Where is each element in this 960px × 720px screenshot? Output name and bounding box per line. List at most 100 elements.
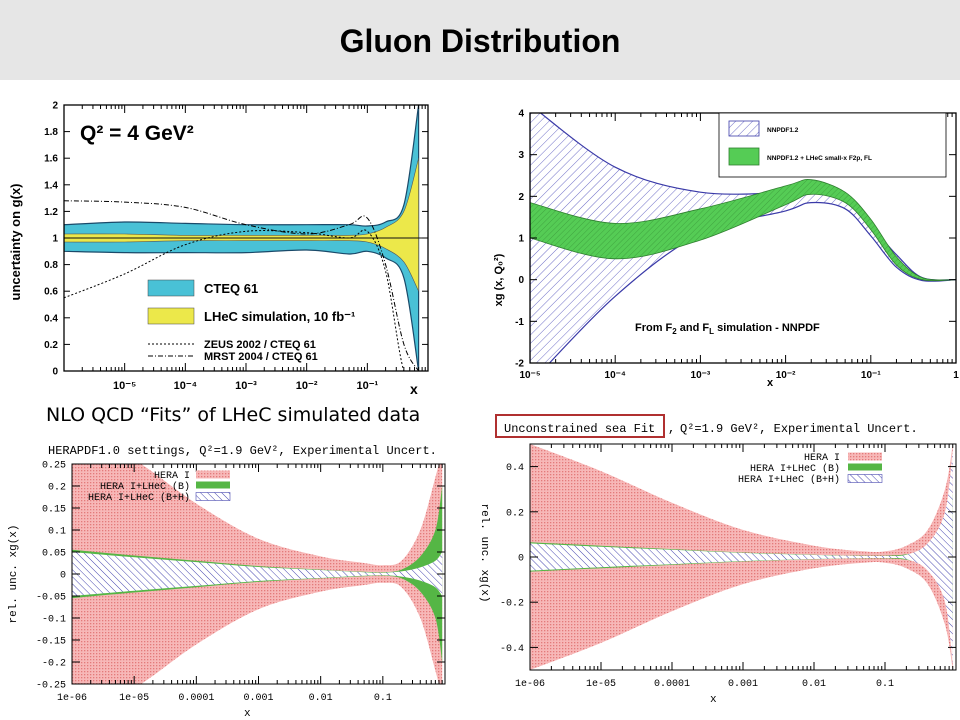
legend-label: NNPDF1.2 + LHeC small-x F2p, FL bbox=[767, 155, 872, 162]
y-tick-label: 0 bbox=[60, 571, 66, 582]
x-tick-label: 10⁻⁵ bbox=[113, 380, 136, 392]
legend-label: HERA I+LHeC (B+H) bbox=[88, 492, 190, 504]
x-tick-label: 0.001 bbox=[728, 679, 758, 690]
cteq-uncertainty-chart: 0 0.2 0.4 0.6 0.8 1 1.2 1.4 1.6 1.8 2 10⁻⁵ 10⁻⁴ 10⁻³ 1… bbox=[8, 101, 429, 397]
y-tick-label: -0.2 bbox=[42, 659, 66, 670]
legend-swatch bbox=[728, 147, 760, 166]
y-tick-label: -2 bbox=[515, 359, 524, 370]
y-tick-label: 4 bbox=[518, 109, 524, 120]
y-tick-label: 0.2 bbox=[48, 483, 66, 494]
y-tick-label: -0.05 bbox=[36, 593, 66, 604]
x-axis-label: x bbox=[710, 694, 717, 706]
y-tick-label: 1.2 bbox=[44, 207, 58, 218]
y-tick-label: 0 bbox=[52, 367, 58, 378]
legend-label: CTEQ 61 bbox=[204, 281, 258, 296]
y-tick-label: 0.2 bbox=[44, 340, 58, 351]
y-tick-label: 1.4 bbox=[44, 180, 58, 191]
x-tick-label: 0.01 bbox=[309, 693, 333, 704]
chart-title: Q² = 4 GeV² bbox=[80, 122, 194, 145]
legend-label: ZEUS 2002 / CTEQ 61 bbox=[204, 339, 316, 351]
y-tick-label: 1 bbox=[518, 234, 524, 245]
x-tick-label: 1 bbox=[953, 370, 959, 381]
fits-caption: NLO QCD “Fits” of LHeC simulated data bbox=[46, 404, 421, 426]
y-tick-label: -0.15 bbox=[36, 637, 66, 648]
y-tick-label: 1.6 bbox=[44, 154, 58, 165]
y-tick-label: 1 bbox=[52, 234, 58, 245]
legend-label: HERA I+LHeC (B) bbox=[100, 481, 190, 493]
x-tick-label: 1e-05 bbox=[586, 679, 616, 690]
y-tick-label: -0.2 bbox=[500, 599, 524, 610]
lhec-band bbox=[64, 158, 419, 292]
x-tick-label: 10⁻⁵ bbox=[519, 370, 540, 381]
x-tick-label: 1e-05 bbox=[119, 693, 149, 704]
zeus-line bbox=[64, 229, 419, 371]
x-tick-label: 10⁻¹ bbox=[861, 370, 881, 381]
legend-label: HERA I bbox=[804, 453, 840, 464]
x-tick-label: 0.0001 bbox=[178, 693, 214, 704]
legend-swatch bbox=[728, 120, 760, 137]
x-tick-label: 1e-06 bbox=[57, 693, 87, 704]
x-axis-label: x bbox=[244, 708, 251, 720]
y-tick-label: 2 bbox=[52, 101, 58, 112]
y-tick-label: 0.1 bbox=[48, 527, 66, 538]
x-tick-label: 0.001 bbox=[243, 693, 273, 704]
y-tick-label: 0.15 bbox=[42, 505, 66, 516]
legend-swatch bbox=[195, 492, 231, 501]
y-tick-label: 2 bbox=[518, 192, 524, 203]
y-axis-label: rel. unc. xg(x) bbox=[478, 503, 490, 602]
x-tick-label: 0.0001 bbox=[654, 679, 690, 690]
hera-lhec-bh-band bbox=[530, 448, 953, 666]
x-tick-label: 10⁻² bbox=[776, 370, 796, 381]
legend-swatch bbox=[847, 474, 883, 483]
y-tick-label: 0.6 bbox=[44, 287, 58, 298]
unconstrained-sea-chart: Unconstrained sea Fit Q²=1.9 GeV², Exper… bbox=[478, 414, 957, 706]
y-tick-label: 0.8 bbox=[44, 260, 58, 271]
x-axis-label: x bbox=[767, 377, 774, 389]
annotation: From F2 and FL simulation - NNPDF bbox=[635, 322, 820, 336]
legend-label: NNPDF1.2 bbox=[767, 127, 799, 134]
chart-subtitle: Q²=1.9 GeV², Experimental Uncert. bbox=[680, 422, 918, 436]
y-tick-label: 0.2 bbox=[506, 508, 524, 519]
legend-label: LHeC simulation, 10 fb⁻¹ bbox=[204, 309, 355, 324]
y-tick-label: -0.25 bbox=[36, 681, 66, 692]
y-tick-label: 1.8 bbox=[44, 127, 58, 138]
svg-text:,: , bbox=[668, 422, 675, 436]
x-axis-label: x bbox=[410, 381, 418, 397]
y-axis-label: xg (x, Q₀²) bbox=[493, 253, 505, 306]
nnpdf-gluon-chart: -2 -1 0 1 2 3 4 10⁻⁵ 10⁻⁴ 10⁻³ 10⁻² 10⁻¹ 1 NNPDF1.2 N… bbox=[493, 109, 959, 390]
y-tick-label: -0.1 bbox=[42, 615, 66, 626]
x-tick-label: 1e-06 bbox=[515, 679, 545, 690]
title-bar: Gluon Distribution bbox=[0, 0, 960, 80]
legend-swatch bbox=[196, 481, 230, 489]
x-tick-label: 10⁻¹ bbox=[356, 380, 378, 392]
chart-title: HERAPDF1.0 settings, Q²=1.9 GeV², Experi… bbox=[48, 444, 437, 458]
x-tick-label: 10⁻² bbox=[296, 380, 318, 392]
y-tick-label: 0.05 bbox=[42, 549, 66, 560]
y-tick-label: -0.4 bbox=[500, 644, 524, 655]
x-tick-label: 0.01 bbox=[802, 679, 826, 690]
highlight-box bbox=[495, 414, 665, 438]
y-axis-label: rel. unc. xg(x) bbox=[8, 524, 20, 623]
legend-swatch bbox=[147, 279, 195, 297]
mrst-line bbox=[64, 200, 420, 371]
legend-swatch bbox=[848, 463, 882, 471]
page-title: Gluon Distribution bbox=[339, 23, 621, 59]
legend-label: HERA I+LHeC (B+H) bbox=[738, 474, 840, 486]
y-tick-label: 0 bbox=[518, 275, 524, 286]
legend-swatch bbox=[848, 452, 882, 461]
x-tick-label: 10⁻⁴ bbox=[605, 370, 626, 381]
x-tick-label: 10⁻⁴ bbox=[174, 380, 197, 392]
y-tick-label: 0 bbox=[518, 554, 524, 565]
y-tick-label: 0.25 bbox=[42, 461, 66, 472]
legend-label: MRST 2004 / CTEQ 61 bbox=[204, 351, 318, 363]
herapdf-rel-unc-chart: HERAPDF1.0 settings, Q²=1.9 GeV², Experi… bbox=[8, 444, 446, 720]
legend-swatch bbox=[196, 470, 230, 479]
x-tick-label: 0.1 bbox=[374, 693, 392, 704]
y-tick-label: -1 bbox=[515, 317, 524, 328]
legend-label: HERA I bbox=[154, 471, 190, 482]
y-tick-label: 3 bbox=[518, 150, 524, 161]
y-tick-label: 0.4 bbox=[44, 313, 58, 324]
legend-swatch bbox=[147, 307, 195, 325]
legend-label: HERA I+LHeC (B) bbox=[750, 463, 840, 475]
y-axis-label: uncertainty on g(x) bbox=[8, 183, 23, 300]
